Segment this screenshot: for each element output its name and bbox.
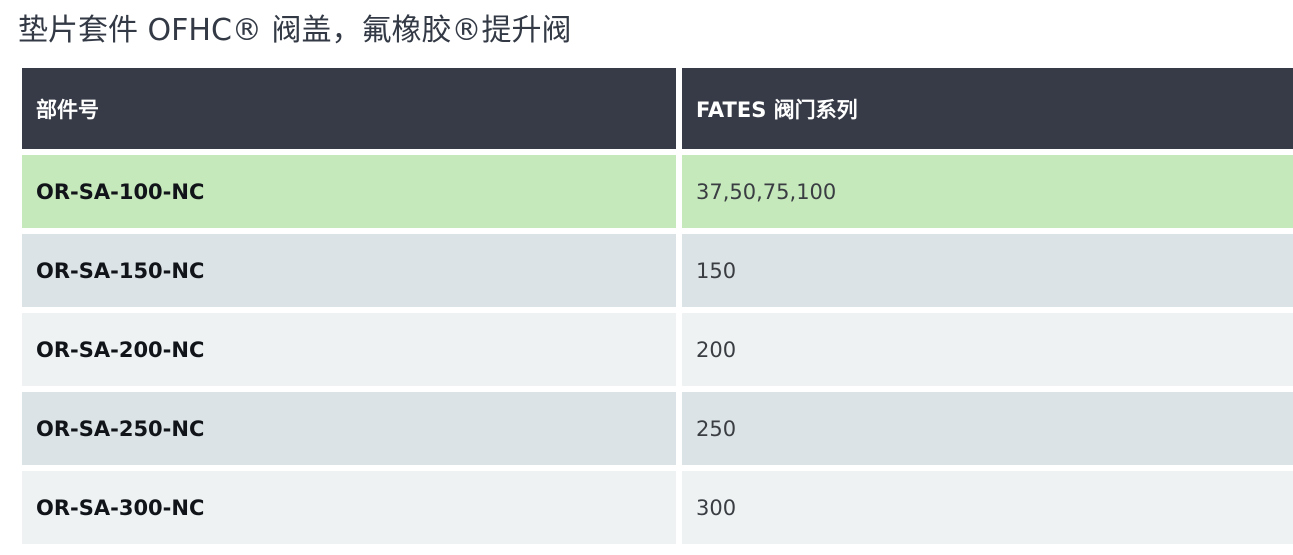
table-row: OR-SA-300-NC 300 (22, 471, 1293, 544)
column-header-part-number: 部件号 (22, 68, 676, 149)
part-number-cell: OR-SA-100-NC (22, 155, 676, 228)
table-row: OR-SA-200-NC 200 (22, 313, 1293, 386)
part-number-cell: OR-SA-200-NC (22, 313, 676, 386)
valve-series-cell: 200 (682, 313, 1293, 386)
valve-series-cell: 250 (682, 392, 1293, 465)
valve-series-cell: 150 (682, 234, 1293, 307)
table-row: OR-SA-250-NC 250 (22, 392, 1293, 465)
part-number-cell: OR-SA-300-NC (22, 471, 676, 544)
table-header-row: 部件号 FATES 阀门系列 (22, 68, 1293, 149)
page-title: 垫片套件 OFHC® 阀盖，氟橡胶®提升阀 (18, 13, 572, 48)
part-number-cell: OR-SA-250-NC (22, 392, 676, 465)
table-row: OR-SA-150-NC 150 (22, 234, 1293, 307)
parts-table: 部件号 FATES 阀门系列 OR-SA-100-NC 37,50,75,100… (22, 68, 1293, 550)
valve-series-cell: 300 (682, 471, 1293, 544)
table-row: OR-SA-100-NC 37,50,75,100 (22, 155, 1293, 228)
valve-series-cell: 37,50,75,100 (682, 155, 1293, 228)
part-number-cell: OR-SA-150-NC (22, 234, 676, 307)
column-header-valve-series: FATES 阀门系列 (682, 68, 1293, 149)
